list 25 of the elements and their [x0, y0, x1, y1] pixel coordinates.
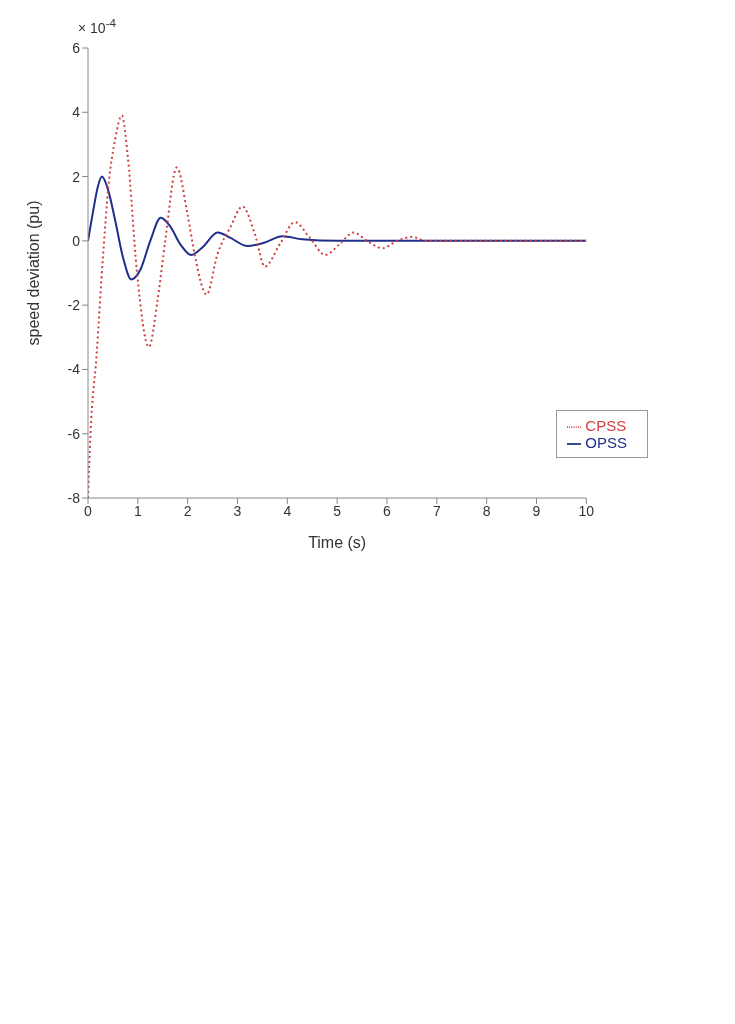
y-tick-label: -4 — [67, 361, 81, 378]
legend-label: OPSS — [585, 433, 627, 451]
y-axis-title: speed deviation (pu) — [24, 200, 42, 346]
y-tick-label: -8 — [67, 489, 81, 506]
y-tick-label: 2 — [72, 168, 81, 185]
text: × 10$^{-4}$ — [78, 16, 117, 36]
x-tick-label: 3 — [233, 502, 242, 519]
x-tick-label: 4 — [283, 502, 292, 519]
x-axis-title: Time (s) — [308, 534, 367, 551]
y-tick-label: 6 — [72, 39, 81, 56]
legend-label: CPSS — [585, 416, 627, 434]
x-tick-label: 1 — [133, 502, 142, 519]
y-tick-label: -2 — [67, 297, 81, 314]
x-tick-label: 5 — [333, 502, 342, 519]
x-tick-label: 7 — [432, 502, 441, 519]
y-tick-label: 0 — [72, 232, 81, 249]
y-tick-label: 4 — [72, 104, 81, 121]
x-tick-label: 8 — [482, 502, 491, 519]
x-tick-label: 9 — [532, 502, 541, 519]
x-tick-label: 10 — [578, 502, 595, 519]
x-tick-label: 6 — [383, 502, 392, 519]
y-tick-label: -6 — [67, 425, 81, 442]
line-series — [88, 175, 587, 281]
x-tick-label: 2 — [183, 502, 192, 519]
x-tick-label: 0 — [84, 502, 93, 519]
